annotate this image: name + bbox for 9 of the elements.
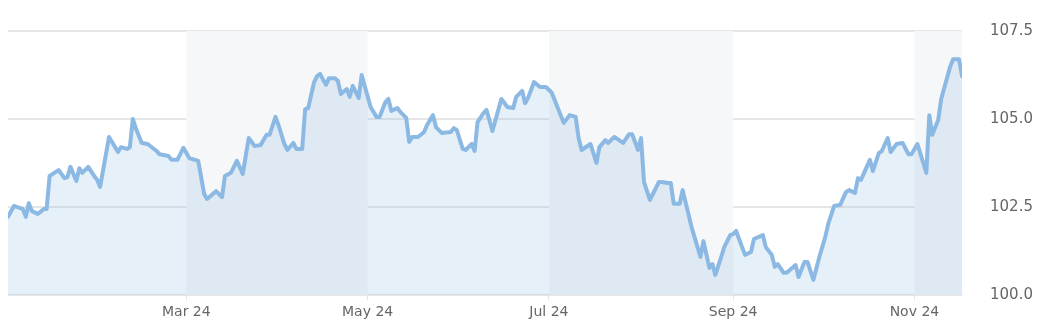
y-tick-label: 102.5	[990, 196, 1033, 215]
y-tick-label: 100.0	[990, 284, 1033, 303]
x-tick-label: Sep 24	[708, 303, 758, 320]
y-tick-label: 107.5	[990, 20, 1033, 39]
y-tick-label: 105.0	[990, 108, 1033, 127]
x-tick-label: Nov 24	[889, 303, 940, 320]
x-tick-label: Jul 24	[528, 303, 569, 320]
x-tick-label: May 24	[342, 303, 394, 320]
x-tick-label: Mar 24	[161, 303, 211, 320]
